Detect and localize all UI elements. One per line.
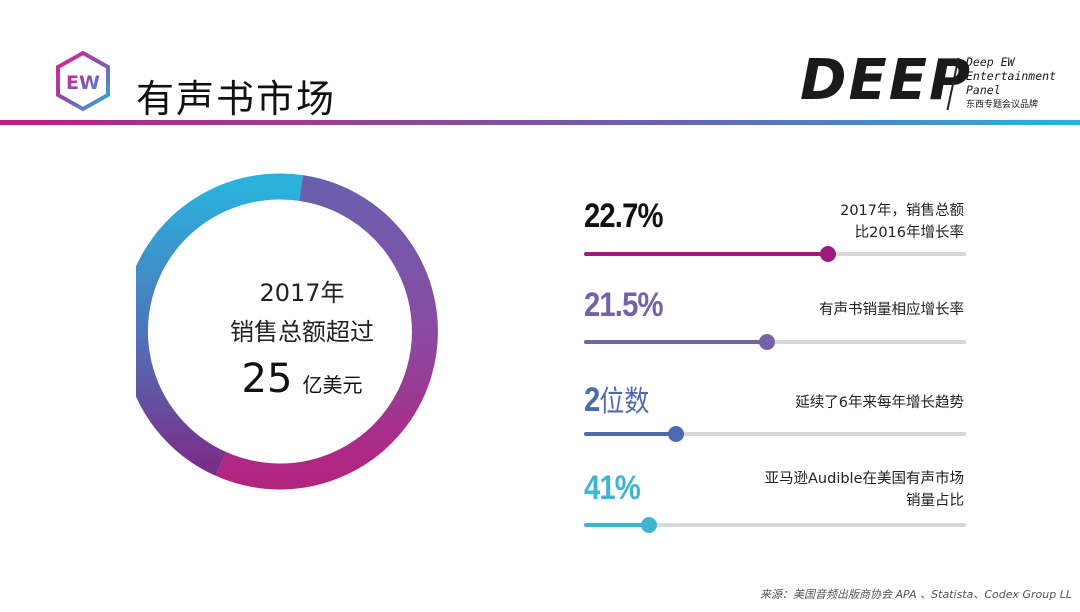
stat-progress-knob (820, 246, 837, 262)
donut-center-text: 2017年 销售总额超过 25 亿美元 (156, 278, 448, 402)
source-note: 来源：美国音频出版商协会 APA 、Statista、Codex Group L… (760, 588, 1072, 601)
stat-value-number: 2 (584, 381, 600, 419)
stat-progress-track (584, 246, 966, 262)
donut-ring (136, 173, 438, 490)
stat-progress-track (584, 517, 966, 533)
brand-line-2: Entertainment (966, 69, 1057, 83)
stat-progress-fill (584, 252, 829, 256)
stat-progress-fill (584, 523, 649, 527)
donut-year: 2017年 (259, 279, 345, 307)
brand-line-1: Deep EW (966, 55, 1015, 69)
stat-value: 2位数 (584, 380, 649, 421)
stat-desc-line: 比2016年增长率 (854, 225, 964, 241)
page-title: 有声书市场 (136, 77, 337, 121)
donut-caption: 销售总额超过 (230, 318, 374, 346)
stat-progress-track (584, 334, 966, 350)
stat-row-digits: 2位数 延续了6年来每年增长趋势 (584, 380, 968, 460)
stat-value: 21.5% (584, 286, 663, 324)
stat-progress-knob (667, 426, 684, 442)
stat-progress-knob (759, 334, 776, 350)
deep-brand-logo: DEEP Deep EW Entertainment Panel 东西专题会议品… (800, 50, 1062, 116)
stat-progress-fill (584, 340, 768, 344)
stat-row-volume-growth: 21.5% 有声书销量相应增长率 (584, 285, 968, 365)
brand-line-3: Panel (966, 83, 1001, 97)
brand-line-4: 东西专题会议品牌 (966, 100, 1039, 110)
stat-row-sales-growth: 22.7% 2017年，销售总额 比2016年增长率 (584, 196, 968, 276)
donut-amount: 25 亿美元 (156, 356, 448, 402)
header-gradient-rule (0, 120, 1080, 125)
brand-wordmark: DEEP (800, 48, 973, 113)
stat-row-audible-share: 41% 亚马逊Audible在美国有声市场 销量占比 (584, 468, 968, 548)
ew-logo: EW (56, 50, 110, 112)
stat-desc-line: 2017年，销售总额 (840, 203, 964, 219)
stat-progress-track (584, 426, 966, 442)
stat-desc-line: 亚马逊Audible在美国有声市场 (764, 471, 965, 487)
stat-desc-line: 延续了6年来每年增长趋势 (795, 395, 964, 411)
donut-unit: 亿美元 (302, 373, 363, 397)
stat-value: 22.7% (584, 197, 663, 235)
stat-progress-knob (640, 517, 657, 533)
stat-value-unit: 位数 (599, 384, 650, 418)
donut-number: 25 (241, 356, 293, 402)
stat-desc-line: 销量占比 (906, 493, 964, 509)
donut-segment-left (136, 173, 303, 476)
stat-desc-line: 有声书销量相应增长率 (819, 302, 964, 318)
ew-logo-letters: EW (66, 72, 100, 94)
stat-value: 41% (584, 469, 641, 507)
stat-progress-fill (584, 432, 676, 436)
donut-segment-right (215, 175, 438, 490)
